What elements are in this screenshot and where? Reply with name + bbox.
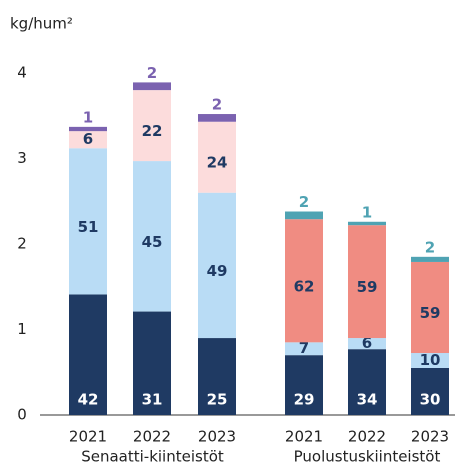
bar-segment bbox=[411, 353, 449, 368]
y-tick-label: 1 bbox=[17, 320, 27, 338]
data-label: 7 bbox=[299, 339, 309, 357]
data-label: 2 bbox=[212, 96, 222, 114]
bar-segment bbox=[198, 192, 236, 339]
bar-segment bbox=[133, 90, 171, 162]
bar-segment bbox=[285, 342, 323, 356]
data-label: 45 bbox=[142, 233, 163, 251]
bar-segment bbox=[133, 161, 171, 312]
data-label: 34 bbox=[357, 391, 378, 409]
bar-segment bbox=[348, 338, 386, 350]
data-label: 59 bbox=[357, 278, 378, 296]
data-label: 2 bbox=[425, 238, 435, 256]
y-axis-label: kg/hum² bbox=[10, 15, 73, 33]
group-label: Puolustuskiinteistöt bbox=[294, 448, 441, 464]
bar-segment bbox=[69, 148, 107, 295]
group-label: Senaatti-kiinteistöt bbox=[81, 448, 224, 464]
bar-segment bbox=[348, 221, 386, 226]
data-label: 25 bbox=[207, 391, 228, 409]
data-label: 42 bbox=[78, 391, 99, 409]
bar-segment bbox=[198, 338, 236, 415]
data-label: 6 bbox=[83, 130, 93, 148]
y-tick-label: 2 bbox=[17, 235, 27, 253]
data-label: 31 bbox=[142, 391, 163, 409]
data-label: 24 bbox=[207, 154, 228, 172]
bar-segment bbox=[411, 261, 449, 354]
x-tick-label: 2021 bbox=[285, 428, 323, 446]
bar-segment bbox=[411, 256, 449, 262]
x-tick-label: 2023 bbox=[411, 428, 449, 446]
data-label: 62 bbox=[294, 277, 315, 295]
bar-segment bbox=[69, 131, 107, 149]
bar-segment bbox=[348, 225, 386, 339]
data-label: 1 bbox=[83, 108, 93, 126]
x-tick-label: 2021 bbox=[69, 428, 107, 446]
y-tick-label: 3 bbox=[17, 149, 27, 167]
data-label: 1 bbox=[362, 203, 372, 221]
data-label: 2 bbox=[147, 64, 157, 82]
bar-segment bbox=[285, 355, 323, 415]
bar-segment bbox=[411, 367, 449, 415]
data-label: 29 bbox=[294, 391, 315, 409]
data-label: 2 bbox=[299, 193, 309, 211]
y-tick-label: 0 bbox=[17, 406, 27, 424]
data-label: 22 bbox=[142, 122, 163, 140]
bar-segment bbox=[69, 294, 107, 415]
data-label: 30 bbox=[420, 391, 441, 409]
bar-segment bbox=[69, 126, 107, 132]
x-tick-label: 2022 bbox=[133, 428, 171, 446]
x-tick-label: 2023 bbox=[198, 428, 236, 446]
data-label: 51 bbox=[78, 218, 99, 236]
x-tick-label: 2022 bbox=[348, 428, 386, 446]
data-label: 59 bbox=[420, 304, 441, 322]
data-label: 10 bbox=[420, 351, 441, 369]
data-label: 6 bbox=[362, 334, 372, 352]
bar-segment bbox=[133, 82, 171, 91]
bar-segment bbox=[348, 349, 386, 415]
bar-segment bbox=[198, 114, 236, 122]
bar-segment bbox=[285, 219, 323, 343]
y-tick-label: 4 bbox=[17, 64, 27, 82]
bar-segment bbox=[133, 311, 171, 415]
data-label: 49 bbox=[207, 262, 228, 280]
bar-segment bbox=[198, 121, 236, 193]
bar-segment bbox=[285, 211, 323, 220]
